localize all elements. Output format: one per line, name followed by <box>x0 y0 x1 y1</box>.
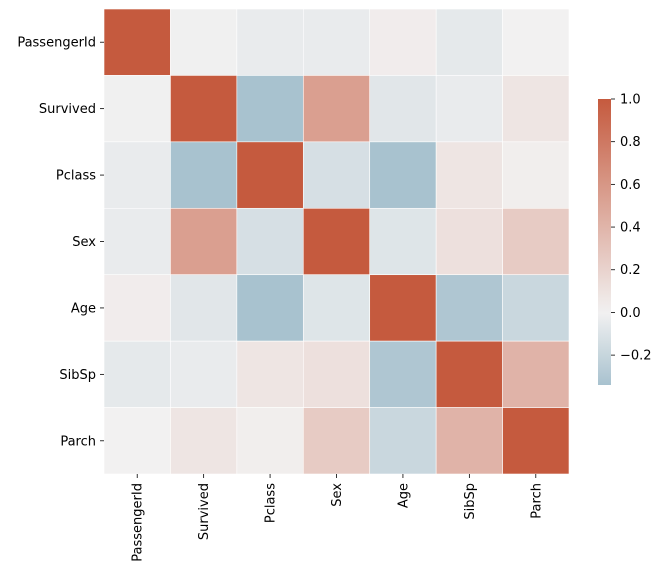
heatmap-cell <box>170 141 238 209</box>
y-axis-tick-labels: PassengerId Survived Pclass Sex Age SibSp Parc… <box>17 36 104 449</box>
heatmap-cell <box>302 407 371 475</box>
heatmap-cell <box>236 407 304 475</box>
heatmap-cell <box>302 340 371 408</box>
heatmap-cell <box>369 75 437 143</box>
heatmap-cell <box>502 8 570 76</box>
heatmap-cell <box>103 407 171 475</box>
heatmap-cell <box>170 340 238 408</box>
y-tick-label: Sex <box>72 235 96 250</box>
heatmap-cell <box>369 274 437 342</box>
heatmap-cell <box>369 340 437 408</box>
heatmap-cell <box>435 8 503 76</box>
colorbar-tick-label: 0.2 <box>620 263 641 278</box>
heatmap-cell <box>302 274 371 342</box>
heatmap-cell <box>369 8 437 76</box>
heatmap-cell <box>502 407 570 475</box>
heatmap-cell <box>435 207 503 276</box>
heatmap-cell <box>170 75 238 143</box>
heatmap-cell <box>369 141 437 209</box>
heatmap-cell <box>170 407 238 475</box>
heatmap-cell <box>435 75 503 143</box>
heatmap-cell <box>236 75 304 143</box>
heatmap-cell <box>369 207 437 276</box>
x-tick-label: Parch <box>529 483 544 519</box>
y-tick-label: Age <box>71 301 96 316</box>
x-tick-label: Age <box>396 483 411 508</box>
x-tick-label: PassengerId <box>131 483 146 562</box>
colorbar-tick-label: 0.4 <box>620 221 641 236</box>
colorbar-tick-label: 0.0 <box>620 306 641 321</box>
heatmap-cell <box>435 274 503 342</box>
heatmap-cell <box>236 8 304 76</box>
colorbar-tick-label: 0.8 <box>620 135 641 150</box>
heatmap-cell <box>502 340 570 408</box>
heatmap-cell <box>435 407 503 475</box>
x-tick-label: Survived <box>197 483 212 540</box>
heatmap-cell <box>236 207 304 276</box>
heatmap-cell <box>236 141 304 209</box>
heatmap-cell <box>103 141 171 209</box>
y-tick-label: Survived <box>39 102 96 117</box>
heatmap-cell <box>302 141 371 209</box>
heatmap-cell <box>302 207 371 276</box>
heatmap-cell <box>502 141 570 209</box>
heatmap-cell <box>435 141 503 209</box>
heatmap-cell <box>236 340 304 408</box>
heatmap-cell <box>502 274 570 342</box>
colorbar-tick-label: −0.2 <box>620 349 652 364</box>
heatmap-cell <box>502 75 570 143</box>
y-tick-label: PassengerId <box>17 36 96 51</box>
y-tick-label: Parch <box>60 434 96 449</box>
heatmap-cell <box>170 274 238 342</box>
x-tick-label: SibSp <box>463 483 478 520</box>
heatmap-cell <box>103 75 171 143</box>
colorbar-tick-label: 0.6 <box>620 178 641 193</box>
x-axis-tick-labels: PassengerId Survived Pclass Sex Age SibSp Parc… <box>131 474 544 562</box>
heatmap-cell <box>302 75 371 143</box>
heatmap-cell <box>103 340 171 408</box>
heatmap-cell <box>103 274 171 342</box>
x-tick-label: Pclass <box>264 483 279 523</box>
heatmap-cell <box>103 8 171 76</box>
heatmap-cells <box>103 8 570 475</box>
heatmap-cell <box>170 8 238 76</box>
x-tick-label: Sex <box>330 483 345 507</box>
y-tick-label: Pclass <box>56 169 96 184</box>
heatmap-cell <box>103 207 171 276</box>
colorbar: −0.2 0.0 0.2 0.4 0.6 0.8 1.0 <box>598 93 652 385</box>
y-tick-label: SibSp <box>59 368 96 383</box>
heatmap-cell <box>170 207 238 276</box>
heatmap-cell <box>502 207 570 276</box>
colorbar-gradient <box>598 99 611 385</box>
heatmap-cell <box>369 407 437 475</box>
heatmap-cell <box>236 274 304 342</box>
heatmap-cell <box>302 8 371 76</box>
heatmap-cell <box>435 340 503 408</box>
colorbar-tick-label: 1.0 <box>620 93 641 108</box>
